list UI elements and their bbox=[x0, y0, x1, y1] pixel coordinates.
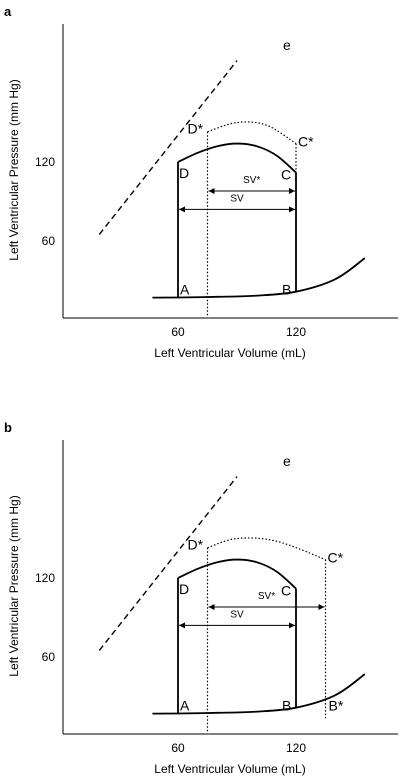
sv-star-arrowhead bbox=[318, 603, 325, 610]
sv-arrowhead bbox=[289, 622, 295, 629]
point-label-c: C bbox=[281, 583, 291, 599]
panel-letter: b bbox=[4, 420, 12, 435]
y-tick-label: 120 bbox=[35, 571, 55, 585]
point-label-d: D bbox=[179, 165, 189, 181]
panel-b: b 60 60 120 120 Left Ventricular Volume (mL) L… bbox=[4, 420, 398, 776]
x-tick-label: 60 bbox=[171, 325, 185, 339]
x-axis-title: Left Ventricular Volume (mL) bbox=[154, 762, 305, 776]
y-tick-label: 60 bbox=[42, 650, 56, 664]
x-axis-title: Left Ventricular Volume (mL) bbox=[154, 346, 305, 360]
sv-label: SV bbox=[230, 609, 244, 620]
point-label-b: B bbox=[282, 281, 291, 297]
point-label-b: B bbox=[282, 697, 291, 713]
sv-arrowhead bbox=[179, 206, 185, 213]
sv-star-arrowhead bbox=[208, 187, 215, 194]
y-tick-label: 60 bbox=[42, 234, 56, 248]
point-label-d-star: D* bbox=[188, 537, 204, 553]
espvr-label: e bbox=[283, 453, 291, 469]
ejection-curve bbox=[177, 558, 297, 590]
sv-arrowhead bbox=[179, 622, 185, 629]
sv-star-label: SV* bbox=[258, 591, 275, 602]
point-label-d: D bbox=[179, 581, 189, 597]
y-axis-title: Left Ventricular Pressure (mm Hg) bbox=[7, 495, 21, 676]
sv-star-label: SV* bbox=[243, 175, 260, 186]
x-tick-label: 120 bbox=[286, 325, 306, 339]
point-label-a: A bbox=[180, 697, 190, 713]
espvr-label: e bbox=[283, 37, 291, 53]
sv-star-arrowhead bbox=[289, 187, 295, 194]
point-label-c: C bbox=[281, 167, 291, 183]
ejection-curve-star bbox=[207, 121, 297, 145]
point-label-d-star: D* bbox=[188, 121, 204, 137]
y-axis-title: Left Ventricular Pressure (mm Hg) bbox=[7, 79, 21, 260]
x-tick-label: 60 bbox=[171, 741, 185, 755]
ejection-curve bbox=[177, 142, 297, 174]
point-label-c-star: C* bbox=[328, 550, 344, 566]
panel-a: a 60 60 120 120 Left Ventricular Volume (mL) L… bbox=[4, 4, 398, 360]
sv-arrowhead bbox=[289, 206, 295, 213]
point-label-c-star: C* bbox=[298, 134, 314, 150]
ejection-curve-star bbox=[207, 537, 326, 561]
y-tick-label: 120 bbox=[35, 155, 55, 169]
point-label-b-star: B* bbox=[329, 697, 344, 713]
sv-label: SV bbox=[230, 193, 244, 204]
espvr-line bbox=[98, 476, 238, 651]
espvr-line bbox=[98, 60, 238, 235]
point-label-a: A bbox=[180, 281, 190, 297]
panel-letter: a bbox=[4, 4, 12, 19]
x-tick-label: 120 bbox=[286, 741, 306, 755]
sv-star-arrowhead bbox=[208, 603, 215, 610]
